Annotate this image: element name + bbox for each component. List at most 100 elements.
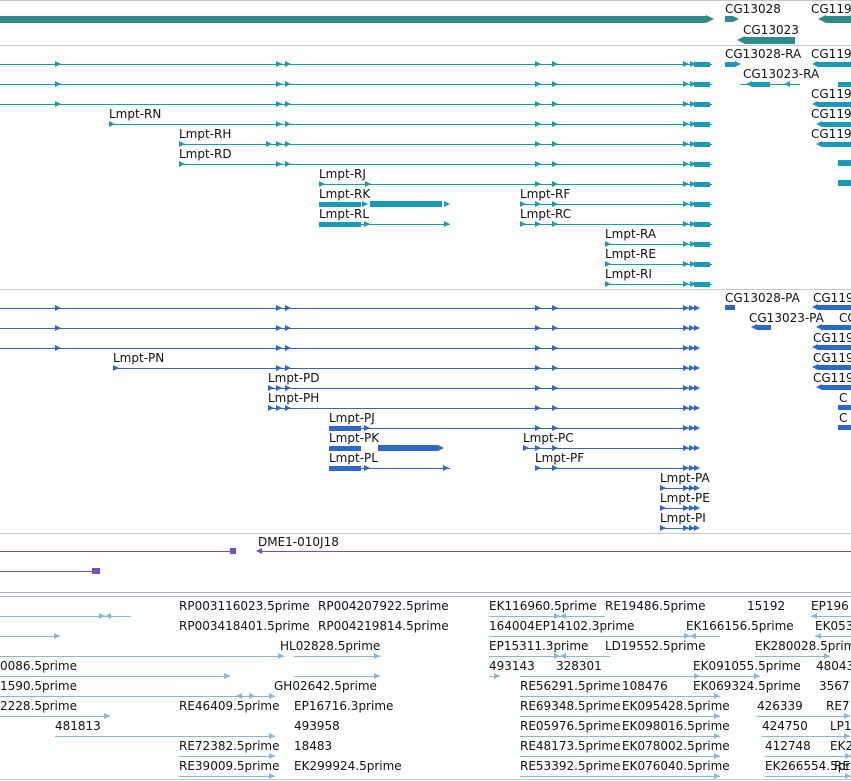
est-label[interactable]: RE72382.5prime	[179, 739, 280, 753]
protein-label[interactable]: Lmpt-PH	[268, 391, 320, 405]
est-label[interactable]: RE53392.5prime	[520, 759, 621, 773]
transcript-label[interactable]: Lmpt-RE	[605, 247, 656, 261]
est-label[interactable]: RE2	[834, 759, 851, 773]
est-label[interactable]: 412748	[765, 739, 811, 753]
est-label[interactable]: RE7	[826, 699, 850, 713]
strand-arrow	[754, 673, 760, 679]
protein-label[interactable]: Lmpt-PC	[523, 431, 574, 445]
transcript-label[interactable]: CG119	[811, 47, 851, 61]
est-label[interactable]: 48043	[816, 659, 851, 673]
est-label[interactable]: RE48173.5prime	[520, 739, 621, 753]
est-label[interactable]: EP14102.3prime	[535, 619, 635, 633]
est-label[interactable]: 18483	[294, 739, 333, 753]
est-label[interactable]: RP003116023.5prime	[179, 599, 310, 613]
est-label[interactable]: RP003418401.5prime	[179, 619, 310, 633]
protein-label[interactable]: CG13028-PA	[725, 291, 800, 305]
est-label[interactable]: 426339	[757, 699, 803, 713]
transcript-label[interactable]: CG13028-RA	[725, 47, 802, 61]
transcript-label[interactable]: CG13023-RA	[743, 67, 820, 81]
protein-label[interactable]: Lmpt-PK	[329, 431, 380, 445]
strand-arrow	[683, 121, 689, 127]
gene-feature	[745, 37, 795, 44]
transcript-label[interactable]: Lmpt-RC	[520, 207, 572, 221]
transcript-label[interactable]: Lmpt-RD	[179, 147, 232, 161]
est-label[interactable]: 0086.5prime	[0, 659, 77, 673]
protein-label[interactable]: Lmpt-PE	[660, 491, 710, 505]
gene-label[interactable]: CG119	[811, 2, 851, 16]
est-label[interactable]: GH02642.5prime	[274, 679, 377, 693]
gene-label[interactable]: CG13028	[725, 2, 781, 16]
est-label[interactable]: RE56291.5prime	[520, 679, 621, 693]
est-label[interactable]: LD19552.5prime	[605, 639, 706, 653]
transcript-label[interactable]: Lmpt-RH	[179, 127, 232, 141]
clone-label[interactable]: DME1-010J18	[258, 535, 339, 549]
protein-label[interactable]: Lmpt-PI	[660, 511, 706, 525]
est-label[interactable]: 1590.5prime	[0, 679, 77, 693]
strand-arrow	[683, 365, 689, 371]
est-label[interactable]: EK098016.5prime	[622, 719, 730, 733]
est-label[interactable]: EK116960.5prime	[489, 599, 597, 613]
transcript-label[interactable]: Lmpt-RN	[109, 107, 162, 121]
est-label[interactable]: EP16716.3prime	[294, 699, 394, 713]
est-label[interactable]: 493143	[489, 659, 535, 673]
protein-label[interactable]: Lmpt-PJ	[329, 411, 375, 425]
est-label[interactable]: 493958	[294, 719, 340, 733]
protein-label[interactable]: C	[839, 411, 848, 425]
est-label[interactable]: EP196	[811, 599, 849, 613]
est-label[interactable]: EK069324.5prime	[693, 679, 801, 693]
transcript-label[interactable]: CG119	[811, 127, 851, 141]
est-label[interactable]: 15192	[747, 599, 786, 613]
transcript-label[interactable]: Lmpt-RK	[319, 187, 371, 201]
protein-label[interactable]: CG119	[813, 351, 851, 365]
protein-label[interactable]: CG119	[813, 331, 851, 345]
est-label[interactable]: EK2	[830, 739, 851, 753]
est-label[interactable]: 2228.5prime	[0, 699, 77, 713]
strand-arrow	[690, 201, 696, 207]
est-label[interactable]: EK166156.5prime	[686, 619, 794, 633]
est-label[interactable]: EK299924.5prime	[294, 759, 402, 773]
gene-label[interactable]: CG13023	[743, 23, 799, 37]
est-label[interactable]: HL02828.5prime	[280, 639, 381, 653]
est-label[interactable]: RE69348.5prime	[520, 699, 621, 713]
est-label[interactable]: EK053	[815, 619, 851, 633]
protein-label[interactable]: CG119	[813, 371, 851, 385]
transcript-label[interactable]: Lmpt-RF	[520, 187, 571, 201]
strand-arrow	[714, 733, 720, 739]
transcript-label[interactable]: Lmpt-RL	[319, 207, 370, 221]
est-label[interactable]: EP15311.3prime	[489, 639, 589, 653]
protein-label[interactable]: Lmpt-PN	[113, 351, 165, 365]
est-label[interactable]: 3567	[819, 679, 850, 693]
est-label[interactable]: EK095428.5prime	[622, 699, 730, 713]
est-label[interactable]: 424750	[762, 719, 808, 733]
transcript-label[interactable]: Lmpt-RI	[605, 267, 652, 281]
est-label[interactable]: RE05976.5prime	[520, 719, 621, 733]
protein-label[interactable]: CG	[839, 311, 851, 325]
est-label[interactable]: 164004	[489, 619, 535, 633]
est-label[interactable]: RP004219814.5prime	[318, 619, 449, 633]
transcript-label[interactable]: Lmpt-RA	[605, 227, 657, 241]
est-label[interactable]: RE39009.5prime	[179, 759, 280, 773]
protein-label[interactable]: C	[839, 391, 848, 405]
transcript-label[interactable]: Lmpt-RJ	[319, 167, 366, 181]
transcript-label[interactable]: CG119	[811, 107, 851, 121]
transcript-label[interactable]: CG119	[811, 87, 851, 101]
est-label[interactable]: EK078002.5prime	[622, 739, 730, 753]
est-label[interactable]: 328301	[556, 659, 602, 673]
est-label[interactable]: 108476	[622, 679, 668, 693]
est-label[interactable]: RP004207922.5prime	[318, 599, 449, 613]
protein-label[interactable]: Lmpt-PF	[535, 451, 585, 465]
protein-label[interactable]: Lmpt-PL	[329, 451, 378, 465]
est-label[interactable]: RE46409.5prime	[179, 699, 280, 713]
est-label[interactable]: LP1	[830, 719, 851, 733]
est-label[interactable]: 481813	[55, 719, 101, 733]
est-label[interactable]: EK266554.5prime	[765, 759, 851, 773]
protein-label[interactable]: Lmpt-PA	[660, 471, 710, 485]
est-label[interactable]: EK076040.5prime	[622, 759, 730, 773]
protein-label[interactable]: CG13023-PA	[749, 311, 824, 325]
est-label[interactable]: EK091055.5prime	[693, 659, 801, 673]
protein-label[interactable]: Lmpt-PD	[268, 371, 320, 385]
est-label[interactable]: EK280028.5prime	[755, 639, 851, 653]
protein-label[interactable]: CG119	[813, 291, 851, 305]
est-label[interactable]: RE19486.5prime	[605, 599, 706, 613]
